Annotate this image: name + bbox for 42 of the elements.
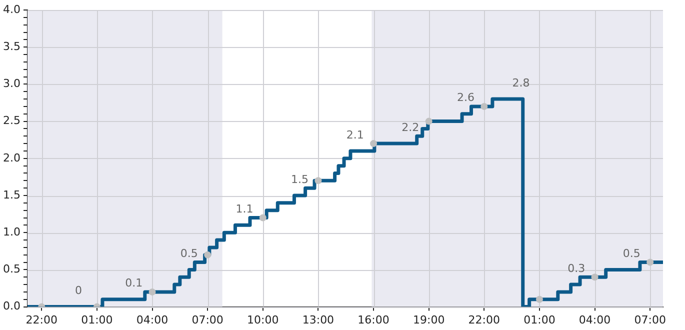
annotation: 1.1 xyxy=(236,202,254,216)
annotation: 0.5 xyxy=(622,247,640,260)
y-tick-label: 4.0 xyxy=(2,2,20,16)
x-tick-label: 22:00 xyxy=(468,313,500,326)
y-tick-label: 1.0 xyxy=(2,225,20,238)
x-tick-label: 01:00 xyxy=(524,313,556,326)
x-tick-label: 04:00 xyxy=(578,313,611,326)
y-tick-label: 3.5 xyxy=(2,40,20,53)
point xyxy=(591,274,598,281)
point xyxy=(480,102,488,110)
annotation: 1.5 xyxy=(291,172,309,186)
point xyxy=(314,177,322,184)
y-tick-label: 2.5 xyxy=(2,114,20,128)
y-tick-label: 0.5 xyxy=(2,262,20,276)
x-tick-label: 04:00 xyxy=(136,313,168,326)
x-tick-label: 22:00 xyxy=(26,313,58,326)
x-tick-label: 07:00 xyxy=(192,313,224,326)
x-tick-label: 10:00 xyxy=(247,313,279,326)
annotation: 2.2 xyxy=(402,120,420,134)
annotation: 0 xyxy=(75,284,82,298)
x-tick-label: 13:00 xyxy=(302,313,334,326)
annotation: 2.1 xyxy=(346,128,364,142)
x-tick-label: 01:00 xyxy=(81,313,113,326)
point xyxy=(370,140,378,148)
y-tick-label: 1.5 xyxy=(2,188,20,202)
point xyxy=(259,214,266,222)
x-tick-label: 19:00 xyxy=(412,313,445,326)
x-tick-label: 07:00 xyxy=(634,313,666,326)
y-tick-label: 2.0 xyxy=(2,151,20,164)
annotation: 0.1 xyxy=(125,276,143,290)
point xyxy=(148,288,156,296)
point xyxy=(536,296,543,303)
x-tick-label: 16:00 xyxy=(358,313,390,326)
point xyxy=(646,258,654,266)
point xyxy=(204,251,212,258)
y-tick-label: 3.0 xyxy=(2,77,20,90)
annotation: 2.8 xyxy=(512,76,530,90)
annotation: 0.5 xyxy=(180,247,198,260)
annotation: 2.6 xyxy=(456,91,474,104)
point xyxy=(425,118,432,125)
y-tick-label: 0.0 xyxy=(2,300,20,313)
annotation: 0.3 xyxy=(568,262,586,275)
